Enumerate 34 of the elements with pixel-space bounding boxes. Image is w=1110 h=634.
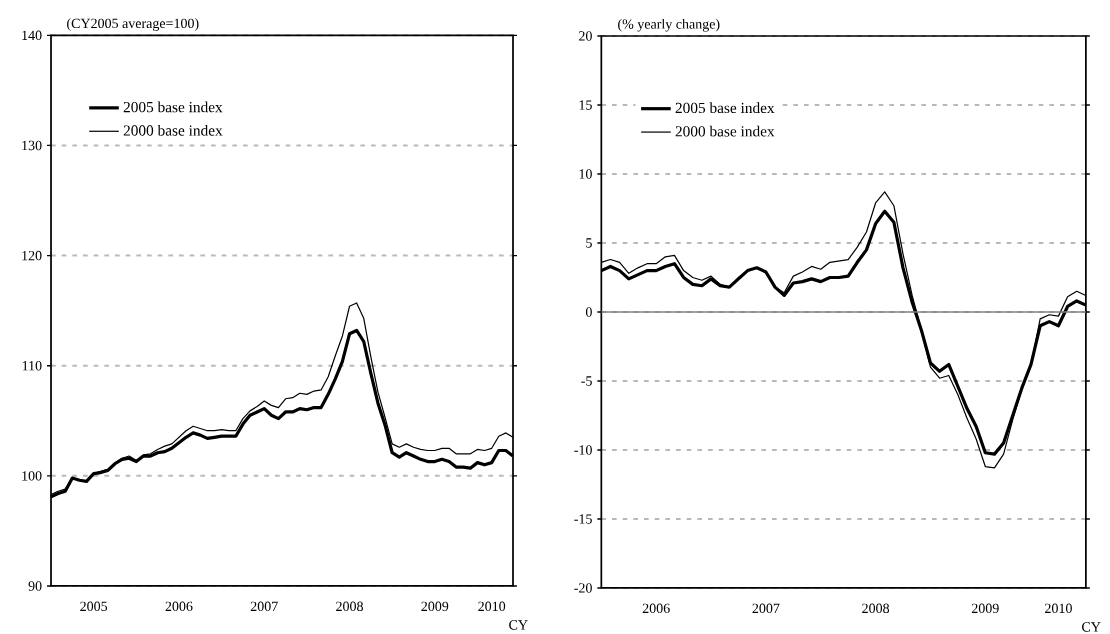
x-tick-label: 2006: [642, 603, 670, 614]
y-tick-label: 15: [579, 100, 592, 110]
legend-label: 2005 base index: [675, 102, 775, 114]
x-axis-title: CY: [509, 620, 528, 630]
x-axis-title: CY: [1082, 622, 1101, 632]
y-tick-label: 0: [585, 307, 592, 317]
x-tick-label: 2009: [421, 601, 449, 612]
y-axis-title: (CY2005 average=100): [67, 18, 199, 31]
y-tick-label: 10: [579, 169, 592, 179]
y-tick-label: 5: [586, 238, 592, 248]
y-tick-label: -10: [574, 445, 592, 455]
y-tick-label: -20: [574, 583, 592, 593]
y-tick-label: 20: [579, 31, 592, 41]
x-tick-label: 2005: [80, 601, 108, 612]
x-tick-label: 2008: [336, 601, 363, 612]
x-tick-label: 2007: [250, 601, 278, 612]
x-tick-label: 2007: [752, 603, 780, 614]
y-tick-label: 120: [22, 250, 42, 261]
y-tick-label: -15: [574, 514, 592, 524]
y-axis-title: (% yearly change): [618, 18, 720, 32]
legend-label: 2000 base index: [123, 124, 223, 136]
y-tick-label: 100: [22, 471, 42, 481]
y-tick-label: 90: [28, 581, 42, 591]
x-tick-label: 2006: [165, 601, 193, 612]
legend-label: 2005 base index: [123, 101, 223, 113]
y-tick-label: 110: [22, 361, 42, 371]
y-tick-label: 130: [22, 140, 42, 151]
x-tick-label: 2010: [478, 601, 506, 612]
y-tick-label: -5: [581, 376, 592, 386]
x-tick-label: 2009: [971, 603, 999, 614]
y-tick-label: 140: [22, 30, 42, 41]
x-tick-label: 2010: [1045, 603, 1072, 614]
x-tick-label: 2008: [862, 603, 890, 614]
legend-label: 2000 base index: [675, 125, 775, 137]
